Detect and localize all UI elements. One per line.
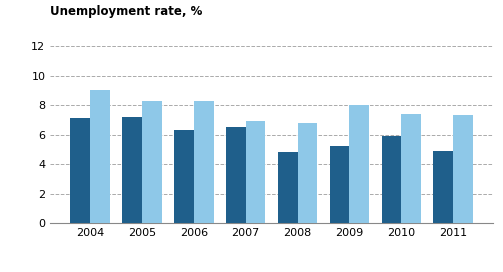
Text: Unemployment rate, %: Unemployment rate, % <box>50 5 203 18</box>
Bar <box>226 127 245 223</box>
Bar <box>350 105 369 223</box>
Bar <box>174 130 194 223</box>
Bar <box>434 151 453 223</box>
Bar <box>90 90 110 223</box>
Bar <box>401 114 421 223</box>
Bar <box>245 121 266 223</box>
Bar <box>142 101 161 223</box>
Bar <box>278 152 298 223</box>
Bar <box>382 136 401 223</box>
Bar <box>70 118 90 223</box>
Bar <box>298 123 317 223</box>
Bar <box>453 116 473 223</box>
Bar <box>122 117 142 223</box>
Bar <box>194 101 214 223</box>
Bar <box>329 146 350 223</box>
